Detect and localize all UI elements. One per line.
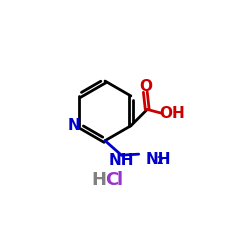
Text: C: C: [105, 171, 118, 189]
Text: OH: OH: [160, 106, 185, 121]
Text: NH: NH: [109, 154, 134, 168]
Text: 2: 2: [156, 156, 163, 166]
Text: O: O: [139, 79, 152, 94]
Text: l: l: [116, 171, 122, 189]
Text: N: N: [68, 118, 80, 133]
Text: H: H: [92, 171, 107, 189]
Text: NH: NH: [146, 152, 171, 167]
